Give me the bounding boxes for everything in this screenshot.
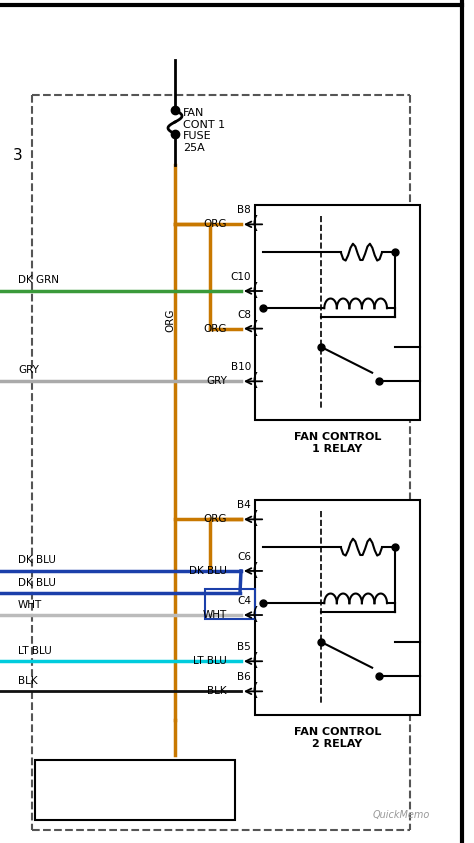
Text: (: (: [252, 215, 258, 234]
Text: (: (: [252, 510, 258, 529]
Text: C4: C4: [237, 596, 251, 606]
Text: GRY: GRY: [18, 365, 39, 375]
Text: FAN CONTROL
2 RELAY: FAN CONTROL 2 RELAY: [294, 727, 381, 749]
Text: B5: B5: [237, 642, 251, 652]
Text: (: (: [252, 282, 258, 300]
Text: WHT: WHT: [203, 610, 227, 620]
Text: C6: C6: [237, 552, 251, 562]
Text: QuickMemo: QuickMemo: [373, 810, 430, 820]
Text: (: (: [252, 373, 258, 390]
Text: B6: B6: [237, 673, 251, 682]
Text: LT BLU: LT BLU: [18, 647, 52, 656]
Text: BLK: BLK: [207, 686, 227, 696]
Text: LT BLU: LT BLU: [193, 656, 227, 666]
Text: DK BLU: DK BLU: [189, 566, 227, 576]
Text: ORG: ORG: [203, 219, 227, 229]
Text: FAN CONTROL
1 RELAY: FAN CONTROL 1 RELAY: [294, 432, 381, 454]
Bar: [35, 760, 235, 820]
Text: DK GRN: DK GRN: [18, 275, 59, 285]
Text: ORG: ORG: [165, 309, 175, 332]
Text: B10: B10: [231, 362, 251, 373]
Text: C10: C10: [230, 272, 251, 282]
Text: C8: C8: [237, 309, 251, 319]
Text: (: (: [252, 319, 258, 338]
Text: (: (: [252, 606, 258, 624]
Bar: [205, 589, 255, 619]
Bar: [255, 205, 420, 420]
Bar: [255, 500, 420, 715]
Text: (: (: [252, 652, 258, 670]
Text: ORG: ORG: [203, 514, 227, 524]
Text: FAN
CONT 1
FUSE
25A: FAN CONT 1 FUSE 25A: [183, 108, 225, 153]
Text: DK BLU: DK BLU: [18, 555, 56, 565]
Text: BLK: BLK: [18, 676, 37, 686]
Text: DK BLU: DK BLU: [18, 578, 56, 588]
Text: B4: B4: [237, 501, 251, 510]
Text: 3: 3: [13, 148, 23, 163]
Text: (: (: [252, 682, 258, 701]
Text: (: (: [252, 562, 258, 580]
Text: B8: B8: [237, 206, 251, 215]
Text: WHT: WHT: [18, 600, 42, 610]
Text: GRY: GRY: [206, 376, 227, 386]
Text: ORG: ORG: [203, 324, 227, 334]
